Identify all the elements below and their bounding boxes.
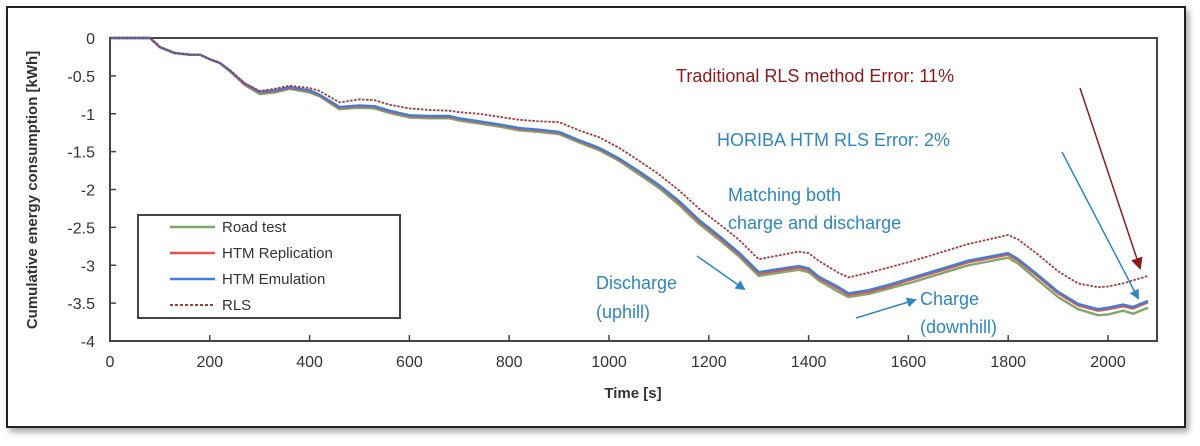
legend: Road test HTM Replication HTM Emulation … [137,214,401,319]
annotation-charge-arrow [855,297,917,319]
annotation-htm-error: HORIBA HTM RLS Error: 2% [717,130,950,150]
annotation-downhill: (downhill) [920,317,997,337]
x-tick-label: 200 [196,354,223,371]
y-tick-label: -2.5 [67,220,95,237]
annotation-matching-line2: charge and discharge [728,213,901,233]
legend-label-rls: RLS [222,297,251,314]
x-tick-label: 1400 [791,354,827,371]
annotation-uphill: (uphill) [596,302,650,322]
series-line-rls [110,37,1149,289]
y-tick-label: -3.5 [67,296,95,313]
x-tick-label: 0 [106,354,115,371]
x-tick-label: 1600 [891,354,927,371]
legend-box [137,214,401,319]
x-tick-label: 2000 [1090,354,1126,371]
y-tick-label: -4 [81,334,95,351]
x-axis-title: Time [s] [604,385,661,402]
y-axis: 0 -0.5 -1 -1.5 -2 -2.5 -3 -3.5 -4 [67,31,116,351]
annotation-matching-line1: Matching both [728,185,841,205]
series-layer [110,36,1149,317]
x-tick-label: 1000 [591,354,627,371]
y-tick-label: -1 [81,107,95,124]
y-tick-label: -3 [81,258,95,275]
y-tick-label: -0.5 [67,69,95,86]
x-tick-label: 800 [496,354,523,371]
y-axis-title: Cumulative energy consumption [kWh] [24,51,41,329]
x-axis: 0 200 400 600 800 1000 1200 1400 1600 1800 2000 [106,335,1126,371]
annotation-rls-error-arrow [1079,87,1143,270]
y-tick-label: -2 [81,183,95,200]
x-tick-label: 1800 [990,354,1026,371]
annotation-discharge: Discharge [596,273,677,293]
x-tick-label: 600 [396,354,423,371]
legend-label-road-test: Road test [222,219,287,236]
y-tick-label: 0 [86,31,95,48]
annotation-discharge-arrow [696,255,746,291]
x-tick-label: 400 [296,354,323,371]
x-tick-label: 1200 [691,354,727,371]
y-tick-label: -1.5 [67,145,95,162]
annotations: Traditional RLS method Error: 11% HORIBA… [596,66,1143,337]
legend-label-htm-replication: HTM Replication [222,245,333,262]
annotation-htm-error-arrow [1061,151,1139,300]
legend-label-htm-emulation: HTM Emulation [222,271,325,288]
series-line-htm-emulation [110,36,1149,311]
annotation-rls-error: Traditional RLS method Error: 11% [676,66,954,86]
annotation-charge: Charge [920,289,979,309]
